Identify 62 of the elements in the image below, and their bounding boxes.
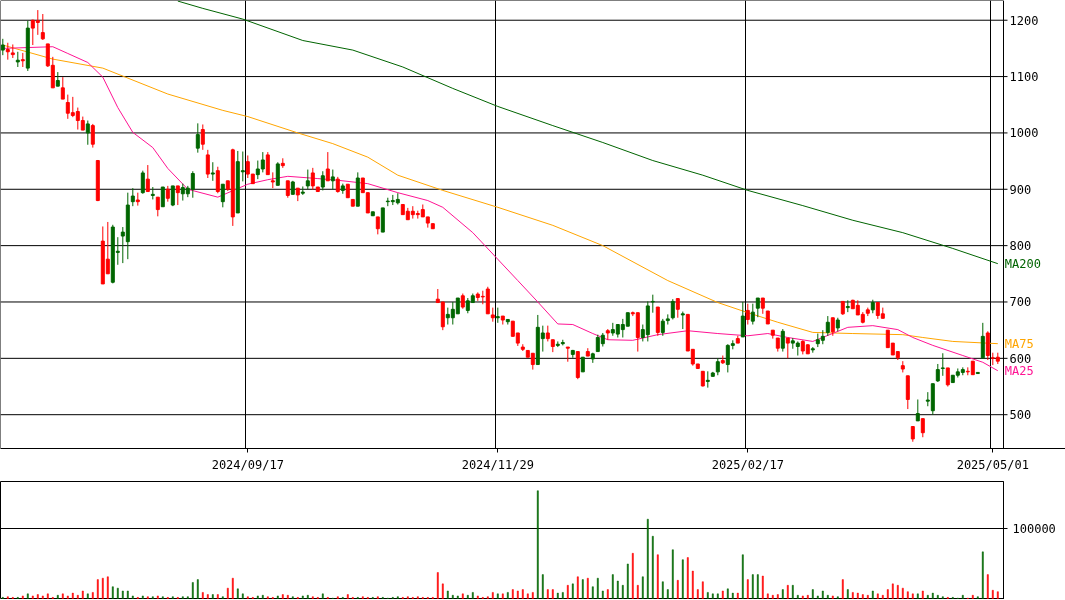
candlestick	[205, 149, 210, 179]
candlestick	[705, 370, 710, 389]
candlestick	[650, 294, 655, 314]
x-tick-label: 2025/02/17	[711, 457, 784, 472]
candlestick	[905, 375, 910, 410]
candlestick	[60, 76, 65, 100]
line-series	[177, 0, 999, 265]
candlestick	[310, 167, 315, 191]
candlestick	[755, 297, 760, 318]
candlestick	[675, 297, 680, 319]
candlestick	[830, 317, 835, 337]
candlestick	[35, 9, 40, 36]
candlestick	[785, 337, 790, 359]
y-tick-label: 500	[1009, 408, 1032, 423]
candlestick	[945, 367, 950, 388]
candlestick	[155, 196, 160, 217]
candlestick	[780, 328, 785, 353]
y-tick-label: 900	[1009, 182, 1032, 197]
candlestick	[140, 170, 145, 195]
candlestick	[210, 161, 215, 182]
series-label: MA75	[1004, 336, 1034, 351]
candlestick	[985, 330, 990, 361]
series-label: MA25	[1004, 363, 1034, 378]
candlestick	[740, 301, 745, 338]
candlestick	[195, 122, 200, 154]
candlestick	[305, 169, 310, 190]
candlestick	[325, 151, 330, 182]
y-tick-label: 100000	[1012, 521, 1056, 536]
x-tick-label: 2025/05/01	[956, 457, 1029, 472]
candlestick	[275, 161, 280, 186]
candlestick	[940, 352, 945, 377]
candlestick	[190, 170, 195, 199]
candlestick	[265, 151, 270, 176]
candlestick	[145, 164, 150, 193]
candlestick	[330, 169, 335, 190]
candlestick	[980, 322, 985, 360]
candlestick	[825, 315, 830, 337]
candlestick	[750, 303, 755, 326]
candlestick	[920, 418, 925, 438]
candlestick	[130, 187, 135, 207]
candlestick	[260, 151, 265, 173]
candlestick	[915, 398, 920, 422]
y-tick-label: 1100	[1009, 70, 1039, 85]
candlestick	[220, 183, 225, 208]
candlestick	[175, 185, 180, 206]
candlestick	[200, 123, 205, 151]
candlestick	[90, 123, 95, 149]
candlestick	[215, 166, 220, 194]
candlestick	[160, 186, 165, 208]
candlestick	[320, 170, 325, 191]
y-tick-label: 800	[1009, 239, 1032, 254]
x-tick-label: 2024/09/17	[211, 457, 284, 472]
x-tick-label: 2024/11/29	[461, 457, 534, 472]
series-label: MA200	[1004, 256, 1041, 271]
y-tick-label: 1000	[1009, 126, 1039, 141]
candlestick	[85, 120, 90, 146]
y-tick-label: 700	[1009, 295, 1032, 310]
candlestick	[40, 13, 45, 41]
y-tick-label: 1200	[1009, 13, 1039, 28]
y-tick-label: 600	[1009, 351, 1032, 366]
candlestick	[670, 298, 675, 320]
candlestick	[745, 303, 750, 326]
